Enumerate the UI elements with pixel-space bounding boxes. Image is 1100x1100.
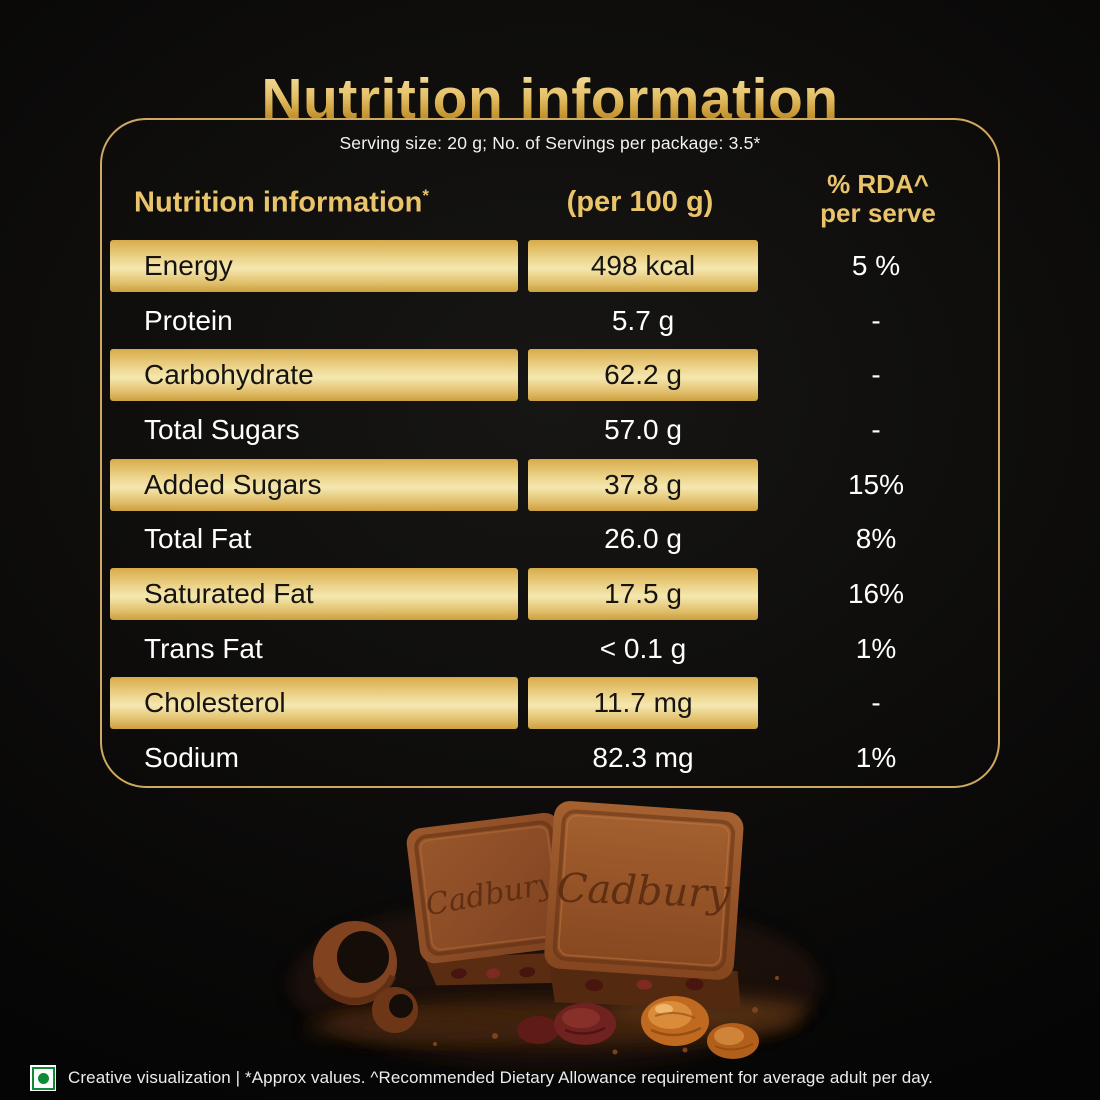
nutrient-name: Added Sugars: [110, 458, 518, 511]
nutrient-value: 11.7 mg: [528, 677, 758, 730]
nutrient-rda: -: [871, 359, 881, 391]
nutrient-rda: -: [871, 687, 881, 719]
table-row: Saturated Fat 17.5 g 16%: [110, 567, 994, 620]
nutrient-value: 82.3 mg: [592, 741, 694, 773]
nutrient-rda: 1%: [855, 741, 897, 773]
table-row: Energy 498 kcal 5 %: [110, 240, 994, 292]
nutrient-value: 498 kcal: [528, 240, 758, 292]
nutrient-value: 17.5 g: [528, 567, 758, 620]
raisin-golden: [641, 996, 759, 1059]
nutrient-value: 37.8 g: [528, 458, 758, 511]
disclaimer-text: Creative visualization | *Approx values.…: [68, 1068, 934, 1087]
table-row: Total Fat 26.0 g 8%: [110, 513, 994, 565]
nutrient-name: Carbohydrate: [110, 349, 518, 402]
brand-script-engraving: Cadbury: [556, 865, 732, 917]
nutrient-name: Total Sugars: [144, 413, 300, 445]
column-header-rda-line1: % RDA^: [827, 169, 929, 199]
column-header-rda: % RDA^ per serve: [762, 170, 994, 228]
column-header-per100g: (per 100 g): [566, 186, 714, 218]
nutrient-value: < 0.1 g: [599, 632, 687, 664]
nutrient-rda: 1%: [855, 632, 897, 664]
footer: Creative visualization | *Approx values.…: [30, 1065, 933, 1091]
nutrient-name: Protein: [144, 304, 233, 336]
table-row: Total Sugars 57.0 g -: [110, 404, 994, 456]
table-row: Cholesterol 11.7 mg -: [110, 677, 994, 730]
table-row: Carbohydrate 62.2 g -: [110, 349, 994, 402]
nutrient-name: Saturated Fat: [110, 567, 518, 620]
nutrient-name: Cholesterol: [110, 677, 518, 730]
nutrition-table-body: Energy 498 kcal 5 % Protein 5.7 g - Carb…: [110, 240, 994, 784]
page-title: Nutrition information: [0, 66, 1100, 132]
nutrient-rda: 15%: [847, 468, 905, 500]
table-row: Trans Fat < 0.1 g 1%: [110, 623, 994, 675]
nutrient-name: Total Fat: [144, 523, 252, 555]
column-header-rda-line2: per serve: [820, 198, 936, 228]
column-header-nutrient-asterisk: *: [422, 186, 429, 205]
serving-info: Serving size: 20 g; No. of Servings per …: [339, 133, 761, 153]
chocolate-piece-right: Cadbury: [544, 801, 744, 1010]
nutrient-value: 57.0 g: [604, 413, 682, 445]
column-header-nutrient-label: Nutrition information: [134, 186, 423, 219]
nutrient-name: Sodium: [144, 741, 239, 773]
table-row: Protein 5.7 g -: [110, 295, 994, 347]
nutrient-rda: 16%: [847, 577, 905, 609]
raisin-dark: [517, 1003, 616, 1045]
vegetarian-mark-icon: [30, 1065, 56, 1091]
nutrient-value: 5.7 g: [611, 304, 675, 336]
nutrient-value: 62.2 g: [528, 349, 758, 402]
chocolate-illustration: Cadbury Cadbury: [290, 801, 820, 1068]
column-header-nutrient: Nutrition information*: [134, 186, 429, 220]
nutrient-name: Trans Fat: [144, 632, 263, 664]
nutrient-rda: 5 %: [851, 250, 901, 281]
nutrient-name: Energy: [110, 240, 518, 292]
vegetarian-mark-border: [31, 1066, 55, 1090]
table-row: Added Sugars 37.8 g 15%: [110, 458, 994, 511]
nutrition-panel: Serving size: 20 g; No. of Servings per …: [100, 118, 1000, 788]
nutrient-value: 26.0 g: [604, 523, 682, 555]
vegetarian-mark-dot: [37, 1072, 49, 1084]
nutrient-rda: 8%: [855, 523, 897, 555]
raisins: [517, 996, 759, 1059]
chocolate-curl: [313, 921, 418, 1033]
nutrient-rda: -: [871, 413, 881, 445]
nutrient-rda: -: [871, 304, 881, 336]
table-row: Sodium 82.3 mg 1%: [110, 732, 994, 784]
